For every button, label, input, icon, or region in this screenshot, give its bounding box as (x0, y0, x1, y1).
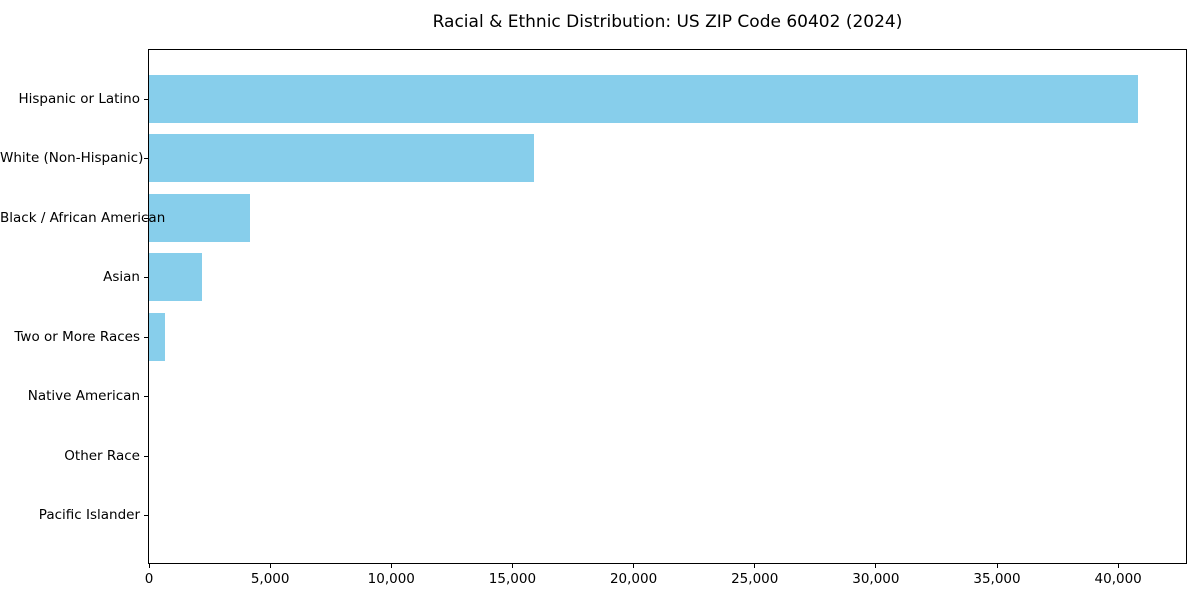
x-tick-label-35-000: 35,000 (973, 571, 1021, 587)
x-tick-mark (1117, 564, 1119, 568)
x-tick-label-30-000: 30,000 (852, 571, 900, 587)
y-tick-label-hispanic-or-latino: Hispanic or Latino (18, 90, 140, 107)
chart-title: Racial & Ethnic Distribution: US ZIP Cod… (432, 12, 903, 32)
x-tick-label-0: 0 (144, 571, 154, 587)
bar-black-african-american (149, 193, 250, 242)
x-tick-mark (754, 564, 756, 568)
x-tick-label-25-000: 25,000 (731, 571, 779, 587)
y-tick-label-native-american: Native American (27, 388, 140, 404)
bar-asian (149, 253, 203, 301)
x-tick-mark (148, 564, 150, 568)
x-tick-mark (269, 564, 271, 568)
y-tick-mark (144, 277, 148, 278)
x-tick-mark (511, 564, 513, 568)
bar-white-non-hispanic (149, 134, 535, 182)
y-tick-label-other-race: Other Race (64, 447, 140, 464)
y-tick-mark (144, 515, 148, 516)
y-tick-mark (144, 217, 148, 219)
x-tick-mark (996, 564, 998, 568)
y-tick-mark (144, 98, 148, 100)
y-tick-label-black-african-american: Black / African American (0, 209, 166, 226)
x-tick-mark (633, 564, 635, 568)
bar-two-or-more-races (149, 312, 165, 361)
y-tick-label-asian: Asian (103, 269, 140, 285)
x-tick-mark (390, 564, 392, 568)
y-tick-label-two-or-more-races: Two or More Races (14, 328, 140, 345)
x-tick-label-20-000: 20,000 (609, 571, 658, 587)
x-tick-label-40-000: 40,000 (1094, 571, 1142, 587)
x-tick-label-15-000: 15,000 (488, 571, 537, 587)
y-tick-mark (144, 396, 148, 397)
y-tick-label-pacific-islander: Pacific Islander (38, 507, 140, 523)
y-tick-mark (144, 158, 148, 159)
plot-area (148, 49, 1187, 564)
bar-hispanic-or-latino (149, 74, 1138, 123)
x-tick-label-10-000: 10,000 (367, 571, 415, 587)
y-tick-mark (144, 336, 148, 338)
x-tick-mark (875, 564, 877, 568)
y-tick-label-white-non-hispanic: White (Non-Hispanic) (0, 150, 144, 166)
x-tick-label-5-000: 5,000 (250, 571, 290, 587)
y-tick-mark (144, 455, 148, 457)
